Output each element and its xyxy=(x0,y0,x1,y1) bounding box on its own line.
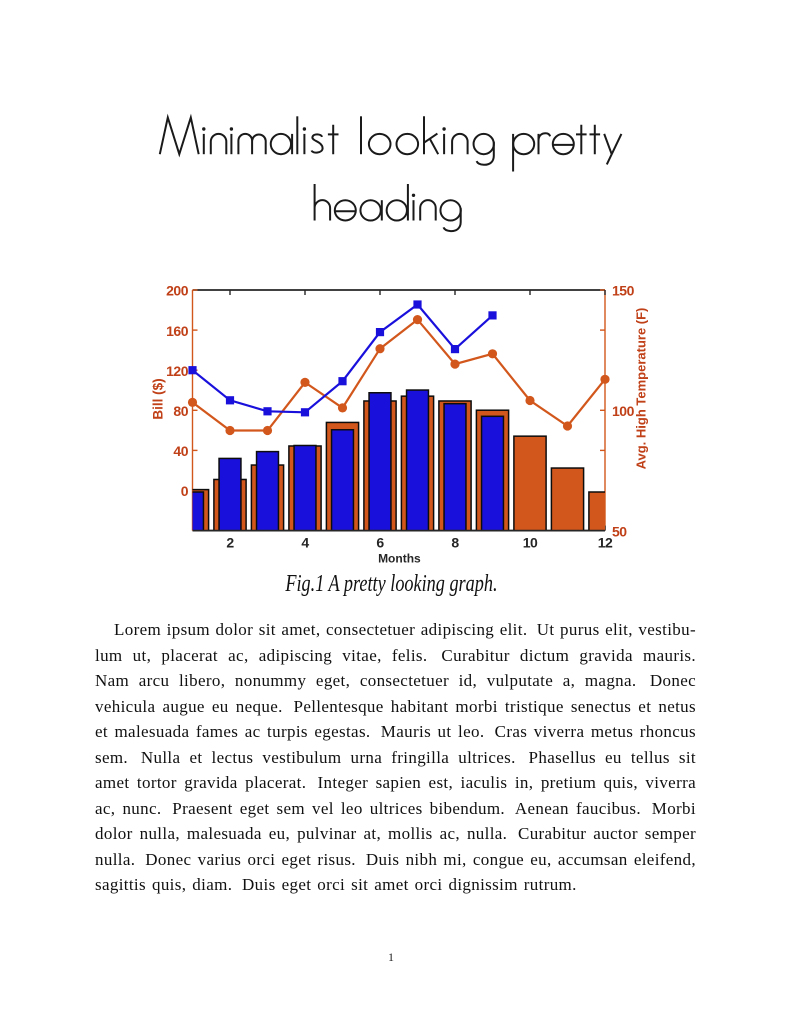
svg-text:6: 6 xyxy=(376,535,384,551)
svg-text:0: 0 xyxy=(181,483,189,499)
svg-text:4: 4 xyxy=(301,535,309,551)
svg-text:200: 200 xyxy=(166,283,189,299)
svg-text:10: 10 xyxy=(523,535,538,551)
svg-text:50: 50 xyxy=(612,523,627,539)
svg-text:80: 80 xyxy=(173,403,188,419)
svg-text:8: 8 xyxy=(451,535,459,551)
svg-text:2: 2 xyxy=(226,535,234,551)
svg-text:Bill ($): Bill ($) xyxy=(151,378,166,419)
svg-text:160: 160 xyxy=(166,323,189,339)
svg-text:150: 150 xyxy=(612,283,635,299)
svg-text:120: 120 xyxy=(166,363,189,379)
svg-text:12: 12 xyxy=(598,535,613,551)
svg-text:Months: Months xyxy=(378,552,421,566)
svg-text:40: 40 xyxy=(173,443,188,459)
svg-text:100: 100 xyxy=(612,403,635,419)
svg-text:Avg. High Temperature (F): Avg. High Temperature (F) xyxy=(633,308,648,470)
